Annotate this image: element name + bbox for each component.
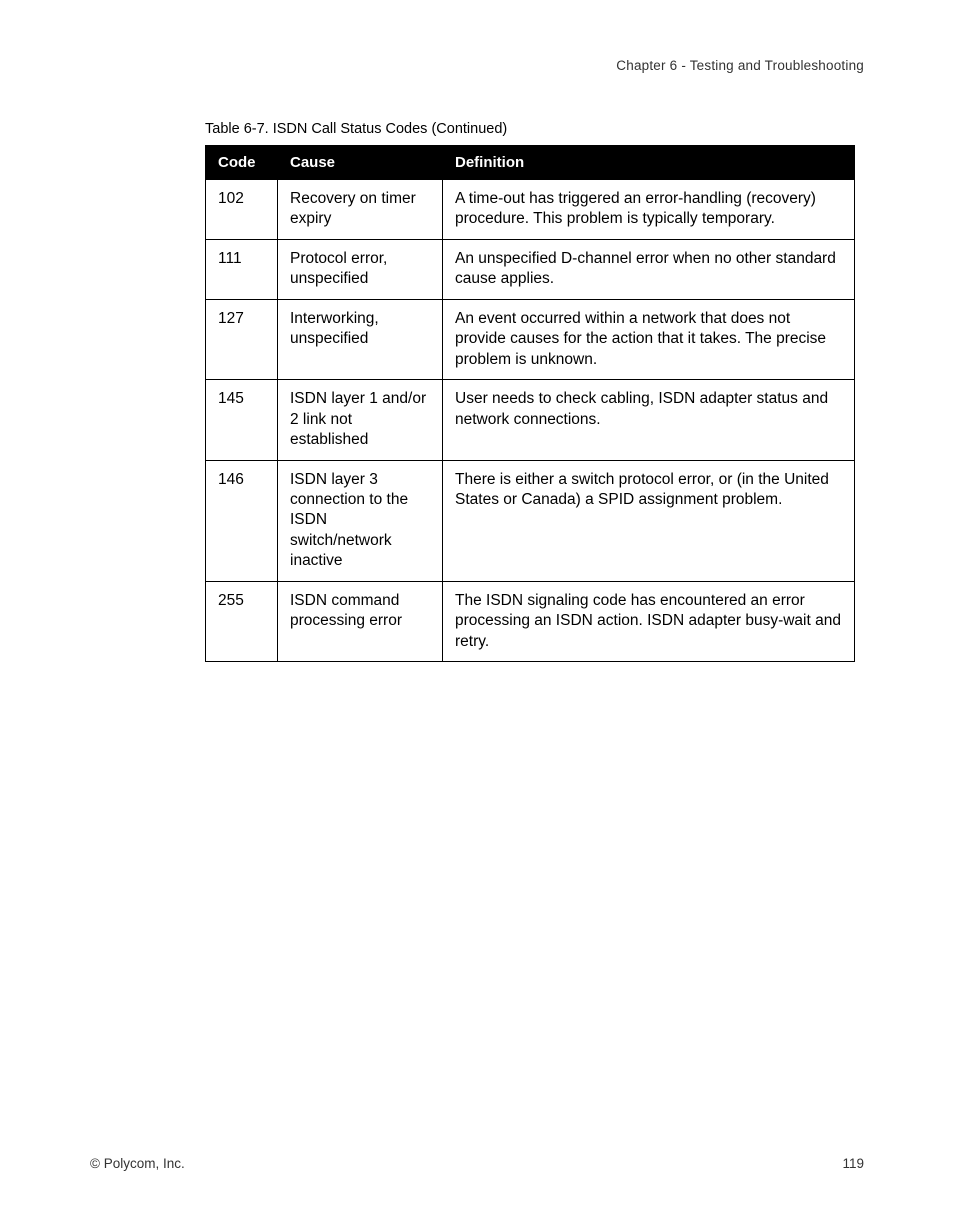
cell-definition: An event occurred within a network that … — [443, 299, 855, 379]
cell-cause: ISDN command processing error — [278, 581, 443, 661]
cell-definition: User needs to check cabling, ISDN adapte… — [443, 380, 855, 460]
cell-code: 255 — [206, 581, 278, 661]
table-caption: Table 6-7. ISDN Call Status Codes (Conti… — [205, 121, 864, 137]
col-header-code: Code — [206, 146, 278, 180]
cell-definition: The ISDN signaling code has encountered … — [443, 581, 855, 661]
cell-cause: Interworking, unspecified — [278, 299, 443, 379]
col-header-definition: Definition — [443, 146, 855, 180]
col-header-cause: Cause — [278, 146, 443, 180]
cell-cause: ISDN layer 3 connection to the ISDN swit… — [278, 460, 443, 581]
page: Chapter 6 - Testing and Troubleshooting … — [0, 0, 954, 1227]
cell-code: 146 — [206, 460, 278, 581]
table-header-row: Code Cause Definition — [206, 146, 855, 180]
table-row: 255 ISDN command processing error The IS… — [206, 581, 855, 661]
table-row: 102 Recovery on timer expiry A time-out … — [206, 180, 855, 240]
cell-definition: A time-out has triggered an error-handli… — [443, 180, 855, 240]
footer-copyright: © Polycom, Inc. — [90, 1156, 185, 1171]
cell-code: 145 — [206, 380, 278, 460]
cell-code: 127 — [206, 299, 278, 379]
cell-definition: There is either a switch protocol error,… — [443, 460, 855, 581]
status-codes-table: Code Cause Definition 102 Recovery on ti… — [205, 145, 855, 662]
cell-definition: An unspecified D-channel error when no o… — [443, 239, 855, 299]
cell-cause: Protocol error, unspecified — [278, 239, 443, 299]
table-row: 111 Protocol error, unspecified An unspe… — [206, 239, 855, 299]
table-row: 145 ISDN layer 1 and/or 2 link not estab… — [206, 380, 855, 460]
chapter-header: Chapter 6 - Testing and Troubleshooting — [90, 58, 864, 73]
footer-page-number: 119 — [842, 1156, 864, 1171]
cell-cause: Recovery on timer expiry — [278, 180, 443, 240]
table-row: 146 ISDN layer 3 connection to the ISDN … — [206, 460, 855, 581]
table-row: 127 Interworking, unspecified An event o… — [206, 299, 855, 379]
cell-code: 111 — [206, 239, 278, 299]
cell-cause: ISDN layer 1 and/or 2 link not establish… — [278, 380, 443, 460]
footer: © Polycom, Inc. 119 — [90, 1156, 864, 1171]
cell-code: 102 — [206, 180, 278, 240]
